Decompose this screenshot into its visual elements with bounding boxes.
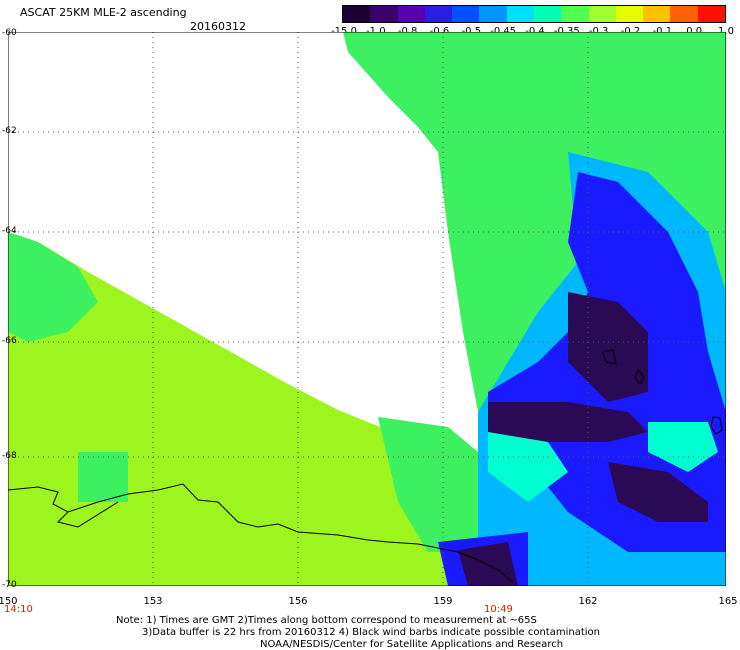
region-cyan-1 [488, 432, 568, 502]
colorbar-swatch [533, 6, 562, 22]
product-title: ASCAT 25KM MLE-2 ascending [20, 6, 187, 19]
colorbar-swatch [452, 6, 480, 22]
colorbar-swatch [670, 6, 698, 22]
island-3 [710, 416, 723, 435]
colorbar-swatch [506, 6, 534, 22]
product-date: 20160312 [190, 20, 246, 33]
time-label-mid: 10:49 [484, 604, 513, 615]
colorbar [342, 5, 726, 23]
colorbar-swatch [370, 6, 398, 22]
region-cyan-2 [648, 422, 718, 472]
coast-inlet [57, 501, 119, 528]
colorbar-swatch [424, 6, 453, 22]
swath-green-low [78, 452, 128, 502]
time-label-left: 14:10 [4, 604, 33, 615]
colorbar-swatch [343, 6, 371, 22]
island-2 [634, 369, 645, 385]
colorbar-swatch [697, 6, 725, 22]
swath-green-left [8, 232, 98, 342]
lon-label: 156 [288, 596, 308, 607]
region-dark-2 [488, 402, 648, 442]
note-line-3: NOAA/NESDIS/Center for Satellite Applica… [260, 639, 564, 650]
colorbar-swatch [561, 6, 589, 22]
lat-label: -68 [2, 451, 17, 461]
lat-label: -70 [2, 580, 17, 590]
colorbar-swatch [397, 6, 425, 22]
lat-label: -62 [2, 126, 17, 136]
lat-label: -64 [2, 226, 17, 236]
colorbar-swatch [643, 6, 671, 22]
lon-label: 150 [0, 596, 18, 607]
note-line-1: Note: 1) Times are GMT 2)Times along bot… [116, 615, 537, 626]
lon-label: 159 [433, 596, 453, 607]
region-dark-3 [608, 462, 708, 522]
wind-map[interactable] [8, 32, 726, 586]
lon-label: 162 [578, 596, 598, 607]
lat-label: -60 [2, 28, 17, 38]
region-dark-4 [458, 542, 518, 586]
lat-label: -66 [2, 336, 17, 346]
note-line-2: 3)Data buffer is 22 hrs from 20160312 4)… [142, 627, 600, 638]
island-1 [602, 349, 617, 365]
colorbar-swatch [588, 6, 616, 22]
region-dark-1 [568, 292, 648, 402]
lon-label: 153 [143, 596, 163, 607]
colorbar-swatch [479, 6, 507, 22]
swath-green-mid [378, 417, 478, 552]
colorbar-tick-label: 1.0 [718, 26, 734, 37]
lon-label: 165 [718, 596, 738, 607]
colorbar-swatch [615, 6, 644, 22]
